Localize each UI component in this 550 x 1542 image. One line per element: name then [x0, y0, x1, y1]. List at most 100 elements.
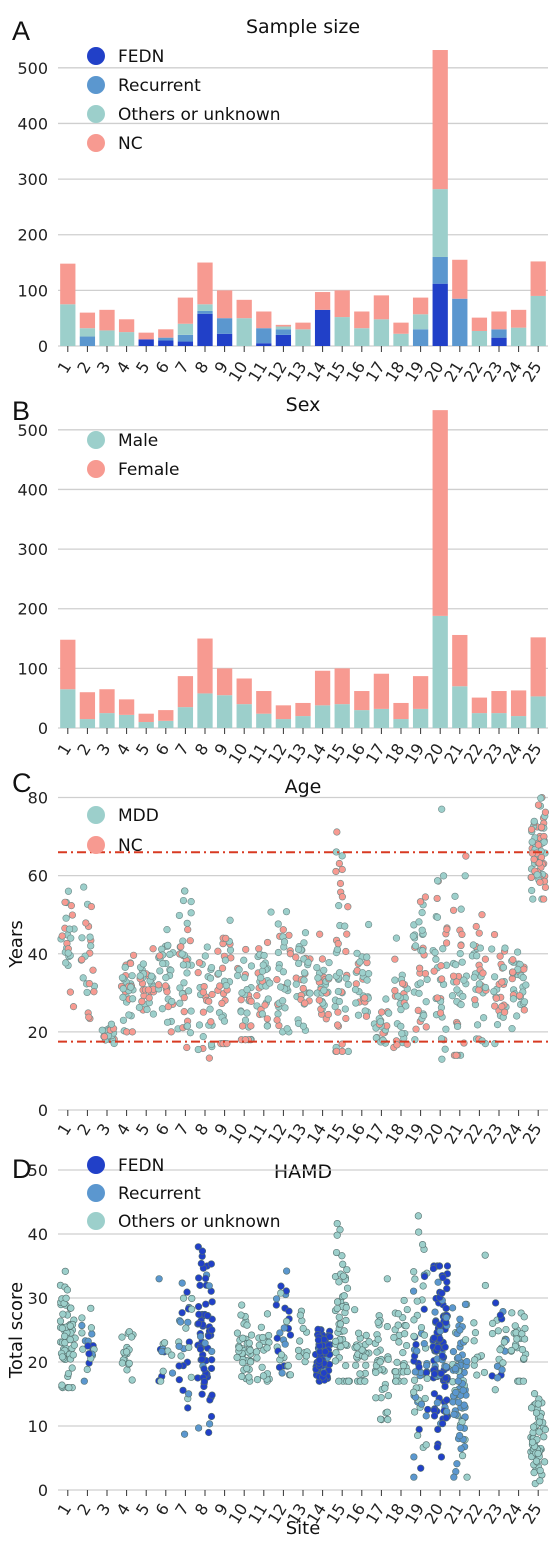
nc-point [437, 962, 445, 970]
others-point [282, 1317, 291, 1326]
nc-point [218, 964, 227, 972]
mdd-point [529, 895, 537, 903]
x-tick-label: 8 [191, 1500, 213, 1519]
mdd-point [459, 992, 467, 1001]
bar-segment [256, 713, 272, 728]
recurrent-point [278, 1369, 286, 1377]
nc-point [516, 992, 524, 1000]
bar-segment [334, 668, 350, 705]
x-tick-label: 5 [132, 1500, 154, 1519]
recurrent-point [205, 1282, 213, 1290]
nc-point [214, 947, 222, 955]
fedn-point [195, 1274, 203, 1282]
recurrent-point [443, 1407, 451, 1416]
others-point [245, 1373, 253, 1381]
mdd-point [226, 916, 234, 924]
recurrent-point [272, 1295, 281, 1303]
others-point [69, 1351, 77, 1359]
fedn-point [208, 1315, 216, 1323]
nc-point [156, 952, 164, 960]
bar-segment [275, 705, 292, 720]
nc-point [223, 1039, 231, 1048]
others-point [259, 1372, 268, 1380]
bar-segment [471, 330, 488, 346]
nc-point [247, 997, 255, 1005]
mdd-point [335, 997, 343, 1006]
others-point [59, 1310, 67, 1318]
mdd-point [163, 926, 171, 934]
mdd-point [341, 1005, 349, 1013]
nc-point [155, 981, 163, 989]
x-tick-label: 6 [152, 740, 174, 759]
mdd-point [203, 943, 211, 951]
others-point [536, 1466, 544, 1475]
mdd-point [164, 941, 172, 949]
bar-segment [275, 719, 292, 728]
bar-segment [471, 697, 488, 714]
nc-point [496, 952, 504, 960]
others-point [243, 1321, 251, 1329]
mdd-point [259, 961, 267, 969]
mdd-point [397, 1022, 405, 1030]
nc-point [528, 849, 536, 857]
others-point [335, 1313, 343, 1321]
others-point [399, 1362, 408, 1370]
others-point [342, 1304, 350, 1312]
others-point [87, 1304, 95, 1312]
others-point [345, 1377, 353, 1385]
mdd-point [162, 974, 170, 982]
others-point [188, 1294, 196, 1303]
mdd-point [119, 993, 127, 1001]
mdd-point [277, 983, 285, 991]
bar-segment [510, 327, 527, 346]
mdd-point [493, 1021, 502, 1029]
mdd-point [382, 995, 390, 1003]
bar-segment [314, 309, 331, 346]
mdd-point [442, 1025, 450, 1033]
nc-point [205, 997, 213, 1005]
bar-segment [60, 263, 76, 305]
bar-segment [491, 691, 507, 714]
bar-segment [452, 686, 468, 728]
bar-segment [138, 713, 154, 723]
bar-segment [197, 310, 213, 314]
nc-point [471, 996, 479, 1004]
mdd-point [179, 961, 187, 969]
others-point [400, 1377, 408, 1385]
mdd-point [243, 985, 251, 994]
nc-point [129, 951, 138, 959]
others-point [519, 1377, 528, 1385]
recurrent-point [454, 1398, 463, 1406]
panel-a: A Sample size0100200300400500123456789101… [12, 16, 548, 385]
mdd-point [234, 971, 242, 980]
bar-segment [334, 317, 350, 346]
mdd-point [441, 1045, 449, 1053]
others-point [384, 1415, 392, 1424]
recurrent-point [498, 1366, 506, 1374]
fedn-point [430, 1390, 438, 1398]
y-tick-label: 40 [28, 945, 48, 964]
bar-segment [354, 710, 370, 728]
others-point [247, 1331, 256, 1339]
x-tick-label: 1 [54, 1120, 76, 1139]
others-point [415, 1228, 423, 1236]
legend-marker [87, 1156, 105, 1174]
others-point [518, 1330, 526, 1338]
mdd-point [178, 950, 186, 958]
nc-point [195, 959, 204, 967]
others-point [384, 1392, 392, 1400]
recurrent-point [413, 1347, 421, 1355]
mdd-point [279, 997, 287, 1005]
others-point [500, 1338, 508, 1346]
recurrent-point [463, 1357, 471, 1366]
mdd-point [294, 945, 303, 953]
y-axis-label: Total score [6, 1282, 27, 1379]
points [56, 1212, 549, 1488]
others-point [160, 1339, 169, 1347]
others-point [67, 1304, 75, 1312]
others-point [353, 1343, 361, 1351]
mdd-point [488, 945, 496, 953]
bar-segment [99, 689, 115, 714]
mdd-point [351, 986, 360, 994]
others-point [403, 1305, 411, 1314]
